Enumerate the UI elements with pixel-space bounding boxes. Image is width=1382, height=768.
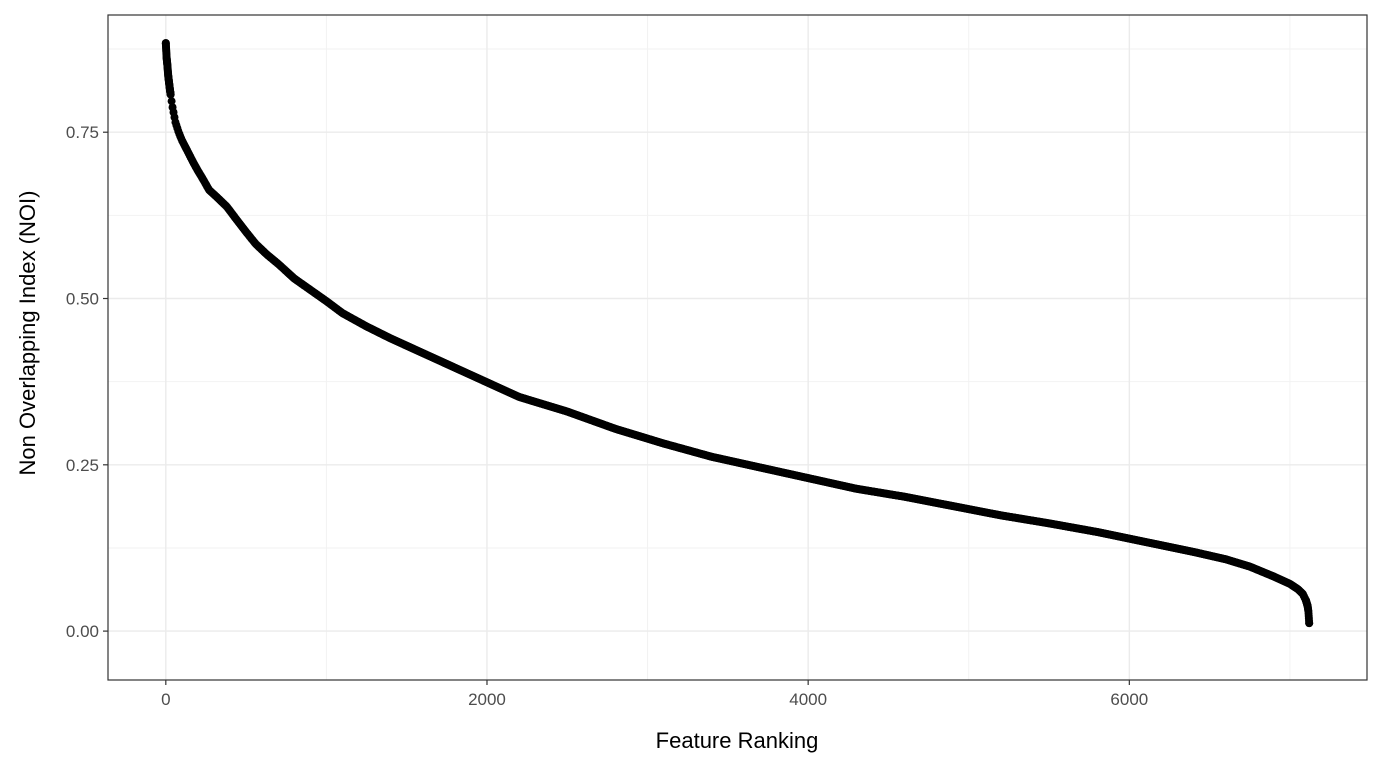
data-point-min <box>1305 619 1314 628</box>
x-tick-label: 6000 <box>1110 690 1148 709</box>
x-axis-ticks: 0 2000 4000 6000 <box>161 680 1148 709</box>
y-tick-label: 0.75 <box>66 123 99 142</box>
y-tick-label: 0.00 <box>66 622 99 641</box>
y-tick-label: 0.25 <box>66 456 99 475</box>
x-tick-label: 2000 <box>468 690 506 709</box>
data-point-max <box>161 39 170 48</box>
data-point <box>166 90 175 99</box>
data-point <box>167 97 176 106</box>
y-axis-title: Non Overlapping Index (NOI) <box>15 191 40 476</box>
y-axis-ticks: 0.00 0.25 0.50 0.75 <box>66 123 108 641</box>
x-axis-title: Feature Ranking <box>656 728 819 753</box>
x-tick-label: 4000 <box>789 690 827 709</box>
minor-gridlines <box>108 15 1367 680</box>
plot-panel-border <box>107 14 1368 681</box>
data-points <box>161 39 1314 628</box>
y-tick-label: 0.50 <box>66 290 99 309</box>
x-tick-label: 0 <box>161 690 170 709</box>
plot-panel-background <box>108 15 1367 680</box>
